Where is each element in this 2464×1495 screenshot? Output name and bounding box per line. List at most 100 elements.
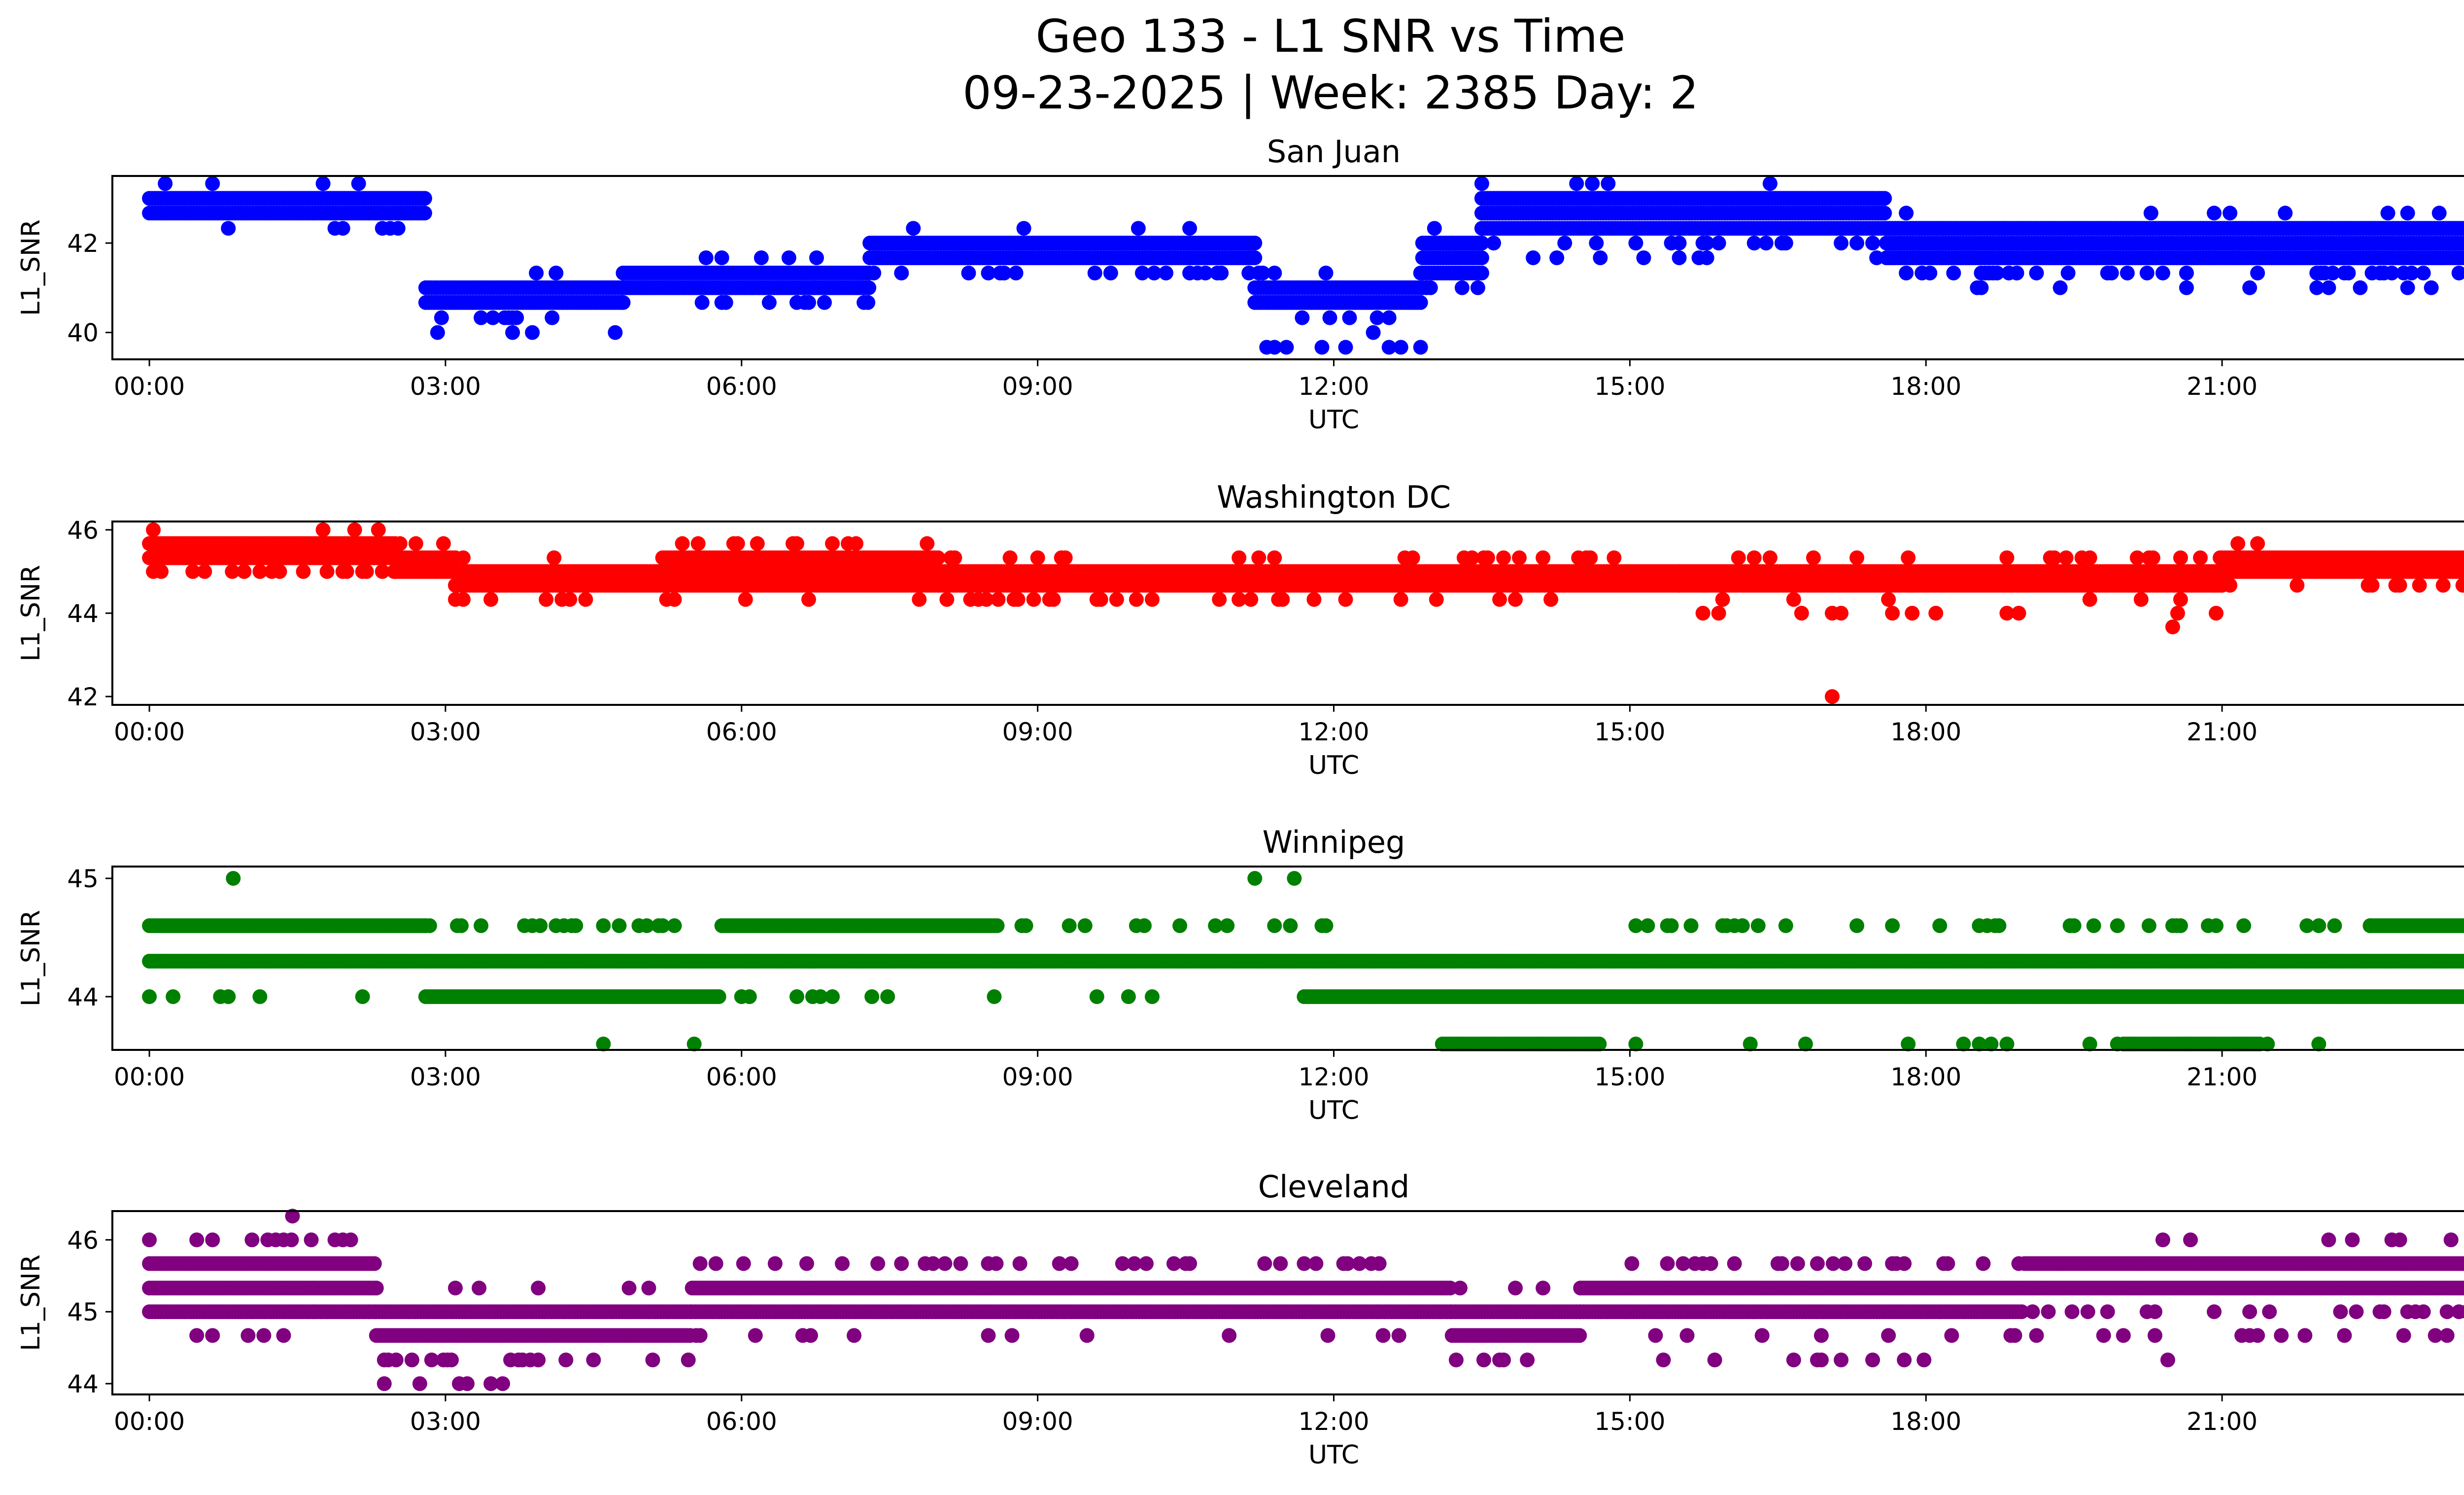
data-point — [2278, 206, 2293, 221]
data-point — [1806, 550, 1821, 565]
data-point — [390, 221, 406, 236]
data-point — [1877, 206, 1892, 221]
data-point — [1470, 280, 1485, 295]
data-point — [2173, 592, 2188, 607]
data-point — [392, 536, 408, 551]
data-point — [1834, 236, 1848, 251]
data-point — [1946, 265, 1961, 280]
x-tick-label: 09:00 — [1002, 718, 1073, 746]
data-point — [2341, 265, 2356, 280]
data-point — [252, 564, 268, 579]
data-point — [698, 250, 714, 265]
data-point — [1251, 550, 1266, 565]
x-tick-label: 00:00 — [114, 372, 185, 401]
data-point — [690, 536, 706, 551]
data-point — [2207, 206, 2222, 221]
data-point — [185, 564, 201, 579]
x-tick-label: 12:00 — [1298, 372, 1369, 401]
data-point — [2416, 265, 2431, 280]
data-point — [2104, 265, 2119, 280]
data-point — [1758, 236, 1774, 251]
data-point — [2400, 206, 2415, 221]
data-point — [761, 295, 777, 310]
data-point — [1093, 592, 1108, 607]
data-point — [221, 989, 236, 1004]
data-point — [1569, 176, 1584, 191]
x-tick-label: 21:00 — [2187, 718, 2258, 746]
data-point — [1381, 340, 1397, 355]
data-point — [1526, 250, 1541, 265]
data-point — [961, 265, 976, 280]
data-point — [1109, 592, 1124, 607]
data-point — [142, 989, 157, 1004]
data-point — [2424, 280, 2439, 295]
data-point — [525, 325, 540, 340]
data-point — [1492, 592, 1507, 607]
subplot-title: San Juan — [1267, 134, 1401, 170]
data-point — [1413, 340, 1428, 355]
data-point — [1989, 265, 2005, 280]
data-point — [197, 564, 212, 579]
data-point — [1295, 310, 1310, 325]
data-point — [2392, 578, 2407, 593]
data-point — [1699, 236, 1714, 251]
data-point — [1672, 250, 1687, 265]
x-tick-label: 18:00 — [1890, 372, 1961, 401]
data-point — [1429, 592, 1444, 607]
x-tick-label: 00:00 — [114, 718, 185, 746]
data-point — [578, 592, 593, 607]
data-point — [539, 592, 554, 607]
data-point — [335, 221, 350, 236]
data-point — [2120, 265, 2135, 280]
data-point — [866, 265, 882, 280]
data-point — [1601, 176, 1616, 191]
data-point — [930, 550, 946, 565]
data-point — [1267, 550, 1282, 565]
data-point — [2462, 238, 2464, 248]
data-point — [2459, 221, 2464, 236]
data-point — [1849, 550, 1864, 565]
data-point — [1922, 265, 1938, 280]
data-point — [474, 310, 489, 325]
data-point — [1026, 592, 1041, 607]
data-point — [1593, 250, 1608, 265]
data-point — [205, 176, 220, 191]
data-point — [1899, 265, 1914, 280]
data-point — [1474, 236, 1489, 251]
data-point — [2170, 606, 2185, 621]
data-point — [667, 592, 682, 607]
data-point — [1393, 340, 1408, 355]
data-point — [166, 989, 181, 1004]
data-point — [2431, 206, 2447, 221]
data-point — [991, 592, 1006, 607]
data-point — [2223, 578, 2238, 593]
y-tick-label: 40 — [67, 319, 99, 348]
data-point — [154, 564, 169, 579]
data-point — [371, 522, 386, 537]
data-point — [2459, 236, 2464, 250]
data-point — [545, 310, 560, 325]
subplot-title: Winnipeg — [1263, 824, 1405, 860]
data-point — [1496, 550, 1511, 565]
data-point — [1695, 606, 1711, 621]
x-tick-label: 12:00 — [1298, 718, 1369, 746]
data-point — [2133, 592, 2149, 607]
data-point — [2143, 206, 2158, 221]
data-point — [1636, 250, 1651, 265]
data-point — [1342, 310, 1357, 325]
data-point — [781, 250, 796, 265]
data-point — [718, 295, 733, 310]
data-point — [2459, 251, 2464, 265]
data-point — [1881, 592, 1896, 607]
data-point — [1247, 250, 1263, 265]
data-point — [1369, 310, 1385, 325]
data-point — [2290, 578, 2305, 593]
data-point — [1877, 191, 1892, 206]
data-point — [2400, 280, 2415, 295]
data-point — [1405, 550, 1420, 565]
data-point — [939, 592, 955, 607]
data-point — [1427, 221, 1442, 236]
y-tick-label: 42 — [67, 683, 99, 711]
data-point — [436, 536, 451, 551]
data-point — [351, 176, 366, 191]
